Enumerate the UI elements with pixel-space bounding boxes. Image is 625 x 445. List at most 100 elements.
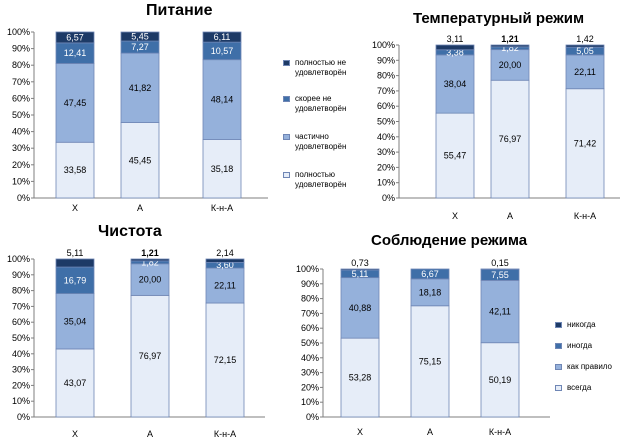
bar-segment (120, 122, 160, 199)
y-tick-label: 60% (301, 323, 319, 333)
y-tick-label: 20% (12, 160, 30, 170)
x-tick-label: Х (452, 211, 458, 221)
legend-label: скорее не удовлетворён (295, 94, 347, 113)
legend-swatch (283, 96, 290, 102)
legend-item: никогда (555, 320, 596, 330)
data-label: 48,14 (211, 95, 234, 105)
chart-title: Соблюдение режима (371, 232, 528, 249)
data-label: 6,57 (66, 32, 84, 42)
bar-segment (130, 258, 170, 262)
data-label: 20,00 (139, 275, 162, 285)
data-label: 18,18 (419, 287, 442, 297)
bar-segment (435, 54, 475, 114)
bar-segment (55, 63, 95, 143)
bar-segment (205, 258, 245, 263)
legend-item: полностью не удовлетворён (283, 58, 363, 78)
bar-segment (490, 49, 530, 81)
data-label: 5,45 (131, 32, 149, 42)
data-label: 1,21 (501, 34, 519, 44)
y-tick-label: 50% (12, 110, 30, 120)
y-tick-label: 50% (301, 338, 319, 348)
bar-segment (55, 31, 95, 44)
data-label: 42,11 (489, 307, 511, 317)
legend-swatch (283, 60, 290, 66)
y-tick-label: 10% (12, 396, 30, 406)
y-tick-label: 50% (377, 117, 395, 127)
data-label: 50,19 (489, 375, 512, 385)
data-label: 7,55 (491, 270, 509, 280)
chart-regime: Соблюдение режима 0% 10% 20% 30% 40% 50% 60% 70… (285, 225, 625, 445)
bar-segment (130, 263, 170, 296)
x-tick-label: К-н-А (489, 427, 511, 437)
legend-swatch (555, 322, 562, 328)
data-label: 38,04 (444, 79, 467, 89)
bar-segment (205, 302, 245, 418)
x-tick-label: А (137, 203, 143, 213)
data-label: 0,73 (351, 258, 369, 268)
data-label: 12,41 (64, 48, 87, 58)
bar-segment (55, 266, 95, 294)
x-tick-label: Х (357, 427, 363, 437)
data-label: 1,82 (501, 43, 519, 53)
data-label: 45,45 (129, 155, 152, 165)
y-tick-label: 100% (296, 264, 319, 274)
legend-item: частично удовлетворён (283, 132, 363, 152)
y-tick-label: 30% (12, 143, 30, 153)
legend-label: никогда (567, 320, 596, 329)
data-label: 22,11 (214, 281, 236, 291)
data-label: 43,07 (64, 378, 87, 388)
data-label: 20,00 (499, 60, 522, 70)
y-tick-label: 40% (377, 132, 395, 142)
data-label: 71,42 (574, 138, 597, 148)
data-label: 6,11 (214, 32, 231, 42)
y-tick-label: 100% (7, 254, 30, 264)
y-tick-label: 70% (301, 308, 319, 318)
data-label: 3,60 (216, 260, 234, 270)
y-tick-label: 30% (12, 365, 30, 375)
y-tick-label: 10% (301, 397, 319, 407)
x-tick-label: А (507, 211, 513, 221)
bar-segment (120, 52, 160, 123)
y-tick-label: 0% (306, 412, 319, 422)
bar-segment (202, 31, 242, 43)
legend-label: полностью удовлетворён (295, 170, 347, 189)
bar-segment (340, 268, 380, 271)
bar-segment (490, 79, 530, 199)
y-tick-label: 0% (17, 412, 30, 422)
chart-temperature: Температурный режим 0% 10% 20% 30% 40% 50% 60%… (365, 0, 625, 225)
y-tick-label: 10% (377, 178, 395, 188)
data-label: 76,97 (139, 351, 162, 361)
y-tick-label: 80% (377, 71, 395, 81)
y-tick-label: 70% (377, 86, 395, 96)
legend-label: частично удовлетворён (295, 132, 347, 151)
y-tick-label: 60% (12, 317, 30, 327)
chart-title: Питание (146, 2, 213, 19)
x-tick-label: Х (72, 203, 78, 213)
data-label: 72,15 (214, 355, 237, 365)
y-tick-label: 100% (7, 27, 30, 37)
chart-cleanliness: Чистота 0% 10% 20% 30% 40% 50% 60% 70% 80% 90% 100… (0, 223, 285, 445)
data-label: 55,47 (444, 151, 467, 161)
data-label: 3,38 (446, 47, 464, 57)
bar-segment (410, 305, 450, 418)
data-label: 5,11 (352, 269, 369, 279)
legend-item: иногда (555, 341, 592, 351)
y-tick-label: 80% (12, 60, 30, 70)
y-tick-label: 60% (377, 101, 395, 111)
y-tick-label: 90% (377, 55, 395, 65)
data-label: 16,79 (64, 275, 87, 285)
bar-segment (55, 293, 95, 350)
data-label: 3,11 (447, 34, 464, 44)
legend-item: скорее не удовлетворён (283, 94, 363, 114)
data-label: 76,97 (499, 134, 522, 144)
y-tick-label: 80% (301, 294, 319, 304)
bar-segment (340, 337, 380, 418)
legend-item: полностью удовлетворён (283, 170, 363, 190)
chart-plot: 0% 10% 20% 30% 40% 50% 60% 70% 80% 90% 100% 43,07 35… (7, 248, 265, 439)
bar-segment (435, 44, 475, 51)
y-tick-label: 80% (12, 286, 30, 296)
y-tick-label: 0% (382, 193, 395, 203)
x-tick-label: К-н-А (214, 429, 236, 439)
legend-label: всегда (567, 383, 592, 392)
x-tick-label: Х (72, 429, 78, 439)
